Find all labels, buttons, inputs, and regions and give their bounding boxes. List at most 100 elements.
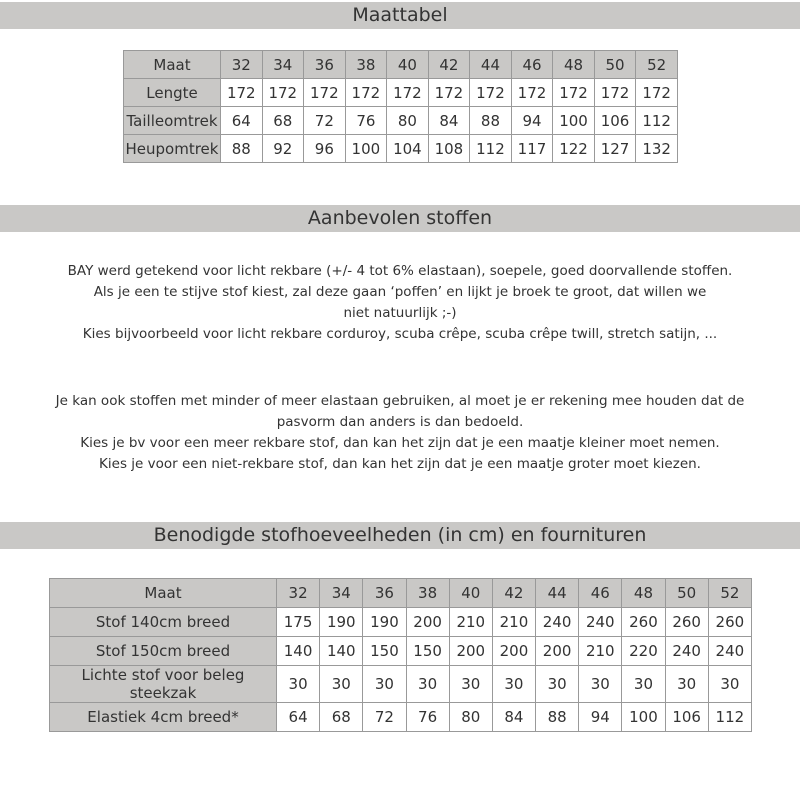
table-cell: 100: [344, 134, 388, 163]
text-line: Kies je bv voor een meer rekbare stof, d…: [80, 435, 720, 451]
table-cell: 50: [593, 50, 637, 79]
table-cell: 140: [275, 636, 321, 666]
table-cell: 260: [664, 607, 709, 637]
table-cell: 240: [578, 607, 623, 637]
text-line: Kies je voor een niet-rekbare stof, dan …: [99, 456, 701, 472]
table-cell: Tailleomtrek: [123, 106, 221, 135]
table-cell: 44: [535, 578, 580, 608]
table-cell: Maat: [123, 50, 221, 79]
table-cell: 172: [344, 78, 388, 107]
table-cell: 52: [635, 50, 678, 79]
table-cell: 100: [621, 702, 666, 732]
table-cell: 30: [578, 665, 623, 703]
table-cell: Elastiek 4cm breed*: [49, 702, 277, 732]
section-header: Aanbevolen stoffen: [0, 205, 800, 232]
table-cell: 117: [510, 134, 554, 163]
table-cell: 64: [220, 106, 263, 135]
table-cell: 172: [220, 78, 263, 107]
table-cell: 172: [635, 78, 678, 107]
table-cell: 172: [303, 78, 346, 107]
table-cell: 42: [491, 578, 537, 608]
table-cell: 30: [448, 665, 493, 703]
size-table: Maat 32 34 36 38 40 42 44 46 48 50 52 Lengte 172 172 17…: [123, 50, 678, 163]
table-cell: 30: [707, 665, 753, 703]
table-cell: Maat: [49, 578, 277, 608]
table-cell: 30: [491, 665, 537, 703]
table-cell: 140: [319, 636, 364, 666]
table-cell: 32: [220, 50, 263, 79]
table-cell: 34: [319, 578, 364, 608]
section-header: Maattabel: [0, 2, 800, 29]
table-cell: 200: [405, 607, 450, 637]
table-cell: 210: [448, 607, 493, 637]
table-cell: 106: [664, 702, 709, 732]
table-cell: Lengte: [123, 78, 221, 107]
text-line: niet natuurlijk ;-): [343, 305, 457, 321]
table-cell: 190: [319, 607, 364, 637]
table-row: Tailleomtrek 64 68 72 76 80 84 88 94 100 106 112: [123, 106, 678, 135]
table-cell: 88: [535, 702, 580, 732]
table-cell: Heupomtrek: [123, 134, 221, 163]
table-cell: 112: [469, 134, 512, 163]
table-cell: 40: [448, 578, 493, 608]
table-row: Stof 140cm breed 175 190 190 200 210 210 240 240…: [49, 607, 753, 637]
paragraph: Je kan ook stoffen met minder of meer el…: [0, 391, 800, 475]
table-cell: 84: [491, 702, 537, 732]
table-cell: 30: [275, 665, 321, 703]
table-cell: 200: [491, 636, 537, 666]
text-line: Je kan ook stoffen met minder of meer el…: [55, 393, 745, 409]
table-row: Lengte 172 172 172 172 172 172 172 172 172 172 172: [123, 78, 678, 107]
table-cell: 84: [427, 106, 471, 135]
table-cell: 106: [593, 106, 637, 135]
table-cell: 210: [578, 636, 623, 666]
table-cell: 172: [261, 78, 305, 107]
table-cell: 260: [707, 607, 753, 637]
table-cell: 80: [448, 702, 493, 732]
table-cell: 76: [344, 106, 388, 135]
table-row: Elastiek 4cm breed* 64 68 72 76 80 84 88 94 100 10…: [49, 702, 753, 732]
fabric-table: Maat 32 34 36 38 40 42 44 46 48 50 52 Stof 140cm bre…: [49, 578, 753, 732]
table-cell: 94: [510, 106, 554, 135]
table-cell: 30: [621, 665, 666, 703]
table-cell: 172: [427, 78, 471, 107]
table-cell: 172: [552, 78, 595, 107]
table-cell: Stof 140cm breed: [49, 607, 277, 637]
table-cell: 104: [386, 134, 429, 163]
table-cell: 96: [303, 134, 346, 163]
table-cell: 30: [535, 665, 580, 703]
table-cell: 44: [469, 50, 512, 79]
table-cell: 172: [593, 78, 637, 107]
table-cell: 127: [593, 134, 637, 163]
table-cell: 150: [362, 636, 407, 666]
table-cell: 38: [405, 578, 450, 608]
table-cell: 172: [469, 78, 512, 107]
table-cell: 220: [621, 636, 666, 666]
table-cell: 30: [362, 665, 407, 703]
table-cell: 36: [303, 50, 346, 79]
table-cell: 240: [535, 607, 580, 637]
section-header: Benodigde stofhoeveelheden (in cm) en fo…: [0, 522, 800, 549]
table-cell: 260: [621, 607, 666, 637]
table-cell: 88: [220, 134, 263, 163]
table-cell: 42: [427, 50, 471, 79]
table-cell: 30: [405, 665, 450, 703]
table-cell: 52: [707, 578, 753, 608]
table-row: Lichte stof voor beleg steekzak 30 30 30 30 3…: [49, 665, 753, 703]
table-cell: 72: [303, 106, 346, 135]
table-cell: 50: [664, 578, 709, 608]
table-row: Maat 32 34 36 38 40 42 44 46 48 50 52: [123, 50, 678, 79]
table-cell: 80: [386, 106, 429, 135]
table-cell: 72: [362, 702, 407, 732]
table-cell: 240: [707, 636, 753, 666]
table-cell: 46: [578, 578, 623, 608]
text-line: BAY werd getekend voor licht rekbare (+/…: [67, 263, 733, 279]
table-cell: 112: [635, 106, 678, 135]
table-cell: 200: [535, 636, 580, 666]
table-cell: 88: [469, 106, 512, 135]
table-cell: 200: [448, 636, 493, 666]
text-line: Als je een te stijve stof kiest, zal dez…: [93, 284, 707, 300]
table-cell: 112: [707, 702, 753, 732]
table-cell: 30: [319, 665, 364, 703]
text-line: pasvorm dan anders is dan bedoeld.: [276, 414, 524, 430]
table-cell: 132: [635, 134, 678, 163]
